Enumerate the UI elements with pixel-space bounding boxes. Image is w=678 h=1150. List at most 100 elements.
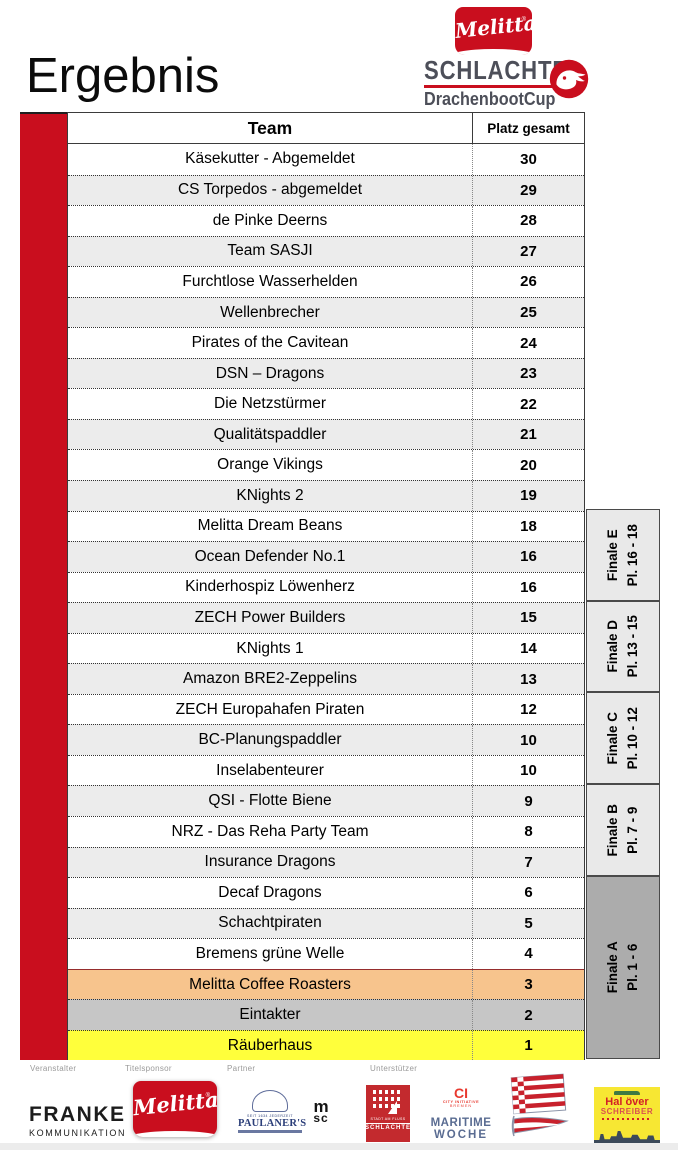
- platz-value: 16: [472, 572, 584, 603]
- table-header-row: Team Platz gesamt: [68, 113, 584, 144]
- sail-icon: [388, 1101, 397, 1114]
- team-name: Ocean Defender No.1: [194, 547, 346, 565]
- team-column-header: Team: [247, 117, 293, 138]
- table-row: Räuberhaus 1: [68, 1029, 584, 1061]
- finale-group-label: Finale A Pl. 1 - 6: [604, 941, 640, 994]
- ci-monogram: CI: [454, 1085, 468, 1101]
- table-row: Orange Vikings 20: [68, 449, 584, 481]
- schlachte-wordmark: SCHLACHTE: [424, 55, 568, 85]
- platz-value: 8: [472, 817, 584, 847]
- team-name: de Pinke Deerns: [212, 211, 328, 229]
- team-name: KNights 2: [236, 486, 304, 504]
- team-name: Käsekutter - Abgemeldet: [185, 150, 355, 168]
- platz-value: 27: [472, 236, 584, 267]
- platz-value: 18: [472, 511, 584, 542]
- table-row: Kinderhospiz Löwenherz 16: [68, 571, 584, 603]
- group-label-veranstalter: Veranstalter: [30, 1064, 77, 1073]
- schlachte-name: SCHLACHTE: [365, 1122, 411, 1131]
- team-name: Furchtlose Wasserhelden: [182, 272, 358, 290]
- melitta-logo: Melitta ®: [455, 7, 532, 55]
- team-name: Inselabenteurer: [216, 761, 324, 779]
- team-name: Amazon BRE2-Zeppelins: [182, 670, 358, 688]
- platz-value: 29: [472, 175, 584, 206]
- table-row: Ocean Defender No.1 16: [68, 541, 584, 572]
- melitta-footer-logo: Melitta ®: [133, 1081, 217, 1137]
- table-row: Pirates of the Cavitean 24: [68, 327, 584, 358]
- bremen-flag-icon: [510, 1073, 569, 1137]
- platz-value: 4: [472, 939, 584, 969]
- platz-value: 9: [472, 786, 584, 817]
- msc-sc: sc: [313, 1110, 329, 1125]
- table-row: Qualitätspaddler 21: [68, 418, 584, 450]
- platz-value: 23: [472, 358, 584, 389]
- table-row: Decaf Dragons 6: [68, 877, 584, 908]
- paulaners-crest-icon: [252, 1090, 288, 1112]
- platz-value: 10: [472, 755, 584, 786]
- registered-mark: ®: [205, 1093, 210, 1099]
- ci-line1: CITY INITIATIVE: [442, 1100, 480, 1104]
- boat-icon: [614, 1091, 640, 1095]
- platz-value: 2: [472, 1000, 584, 1030]
- group-label-unterstuetzer: Unterstützer: [370, 1064, 418, 1073]
- table-row: KNights 2 19: [68, 480, 584, 511]
- finale-group-box: Finale C Pl. 10 - 12: [586, 692, 660, 785]
- platz-value: 24: [472, 328, 584, 358]
- team-name: Melitta Coffee Roasters: [189, 975, 351, 993]
- finale-group-box: Finale B Pl. 7 - 9: [586, 784, 660, 876]
- table-row: de Pinke Deerns 28: [68, 205, 584, 236]
- schreiber-name: SCHREIBER: [600, 1107, 654, 1117]
- table-row: Insurance Dragons 7: [68, 846, 584, 878]
- page-title: Ergebnis: [26, 49, 220, 103]
- logo-divider: [424, 85, 555, 88]
- results-table: Team Platz gesamt Käsekutter - Abgemelde…: [67, 112, 585, 1061]
- team-name: Kinderhospiz Löwenherz: [185, 578, 355, 596]
- team-name: Wellenbrecher: [220, 303, 320, 321]
- platz-value: 13: [472, 664, 584, 694]
- finale-group-box: Finale E Pl. 16 - 18: [586, 508, 660, 601]
- maritime-line: MARITIME: [430, 1117, 492, 1129]
- team-name: Pirates of the Cavitean: [191, 334, 349, 352]
- finale-group-label: Finale E Pl. 16 - 18: [604, 523, 640, 586]
- table-row: Melitta Coffee Roasters 3: [68, 968, 584, 1000]
- team-name: DSN – Dragons: [215, 364, 325, 382]
- platz-value: 28: [472, 206, 584, 236]
- table-row: Inselabenteurer 10: [68, 754, 584, 786]
- platz-value: 15: [472, 603, 584, 633]
- franke-name: FRANKE: [29, 1103, 126, 1126]
- windows-row: [373, 1090, 403, 1094]
- team-name: Qualitätspaddler: [213, 425, 327, 443]
- group-label-titelsponsor: Titelsponsor: [125, 1064, 172, 1073]
- team-name: Orange Vikings: [217, 456, 323, 474]
- platz-value: 6: [472, 878, 584, 908]
- team-name: BC-Planungspaddler: [198, 731, 342, 749]
- team-name: KNights 1: [236, 639, 304, 657]
- schlachte-stadt-am-fluss-logo: STADT AM FLUSS SCHLACHTE: [365, 1085, 411, 1142]
- team-name: Melitta Dream Beans: [197, 517, 343, 535]
- franke-logo: FRANKE KOMMUNIKATION: [29, 1103, 126, 1138]
- platz-value: 25: [472, 297, 584, 328]
- team-name: Team SASJI: [227, 242, 313, 260]
- melitta-wordmark: Melitta: [133, 1086, 217, 1121]
- team-name: Die Netzstürmer: [214, 395, 326, 413]
- team-name: Schachtpiraten: [218, 914, 322, 932]
- registered-mark: ®: [521, 17, 526, 23]
- table-row: Team SASJI 27: [68, 235, 584, 267]
- city-initiative-maritime-woche-logo: CI CITY INITIATIVE BREMEN MARITIME WOCHE: [428, 1086, 494, 1141]
- red-accent-bar: [20, 112, 67, 1060]
- platz-value: 20: [472, 450, 584, 481]
- finale-group-label: Finale B Pl. 7 - 9: [604, 803, 640, 857]
- table-row: Eintakter 2: [68, 999, 584, 1030]
- bottom-strip: [0, 1143, 678, 1150]
- ci-line2: BREMEN: [449, 1104, 473, 1108]
- platz-value: 22: [472, 389, 584, 419]
- platz-value: 19: [472, 481, 584, 511]
- woche-line: WOCHE: [433, 1129, 489, 1142]
- team-name: Eintakter: [239, 1006, 301, 1024]
- haloever-name: Hal över: [605, 1096, 649, 1108]
- team-name: NRZ - Das Reha Party Team: [171, 822, 369, 840]
- platz-value: 1: [472, 1030, 584, 1061]
- table-row: Die Netzstürmer 22: [68, 388, 584, 419]
- paulaners-logo: SEIT 1634 JEDERZEIT PAULANER'S: [238, 1090, 306, 1133]
- table-row: NRZ - Das Reha Party Team 8: [68, 816, 584, 847]
- finale-group-box: Finale D Pl. 13 - 15: [586, 600, 660, 693]
